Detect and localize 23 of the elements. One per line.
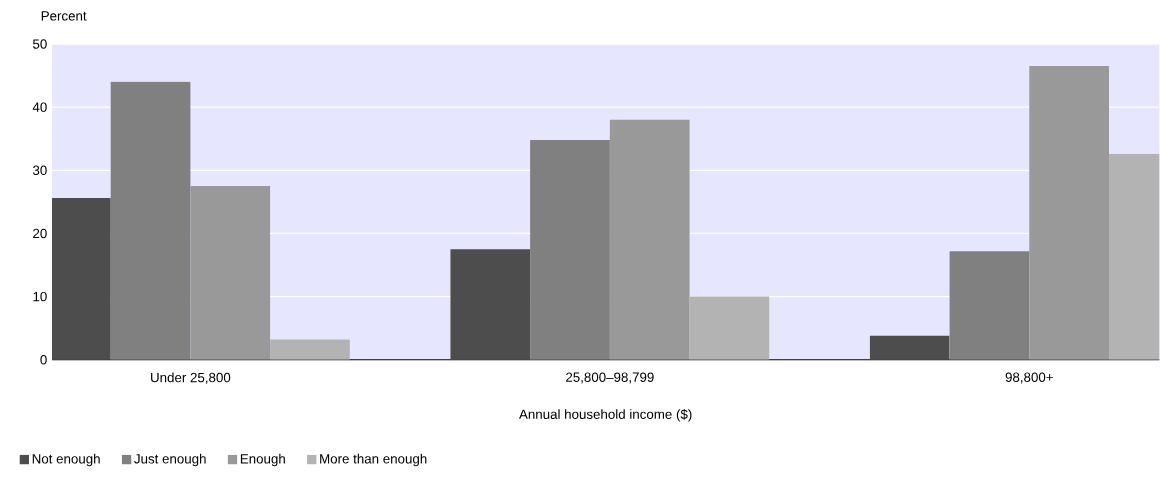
x-tick-label: Under 25,800 [151, 372, 231, 384]
y-tick-label: 30 [32, 165, 47, 176]
x-tick-label: 25,800–98,799 [566, 372, 654, 384]
bar [949, 251, 1030, 360]
x-axis-title: Annual household income ($) [519, 409, 692, 422]
y-tick-label: 10 [33, 292, 47, 302]
bar [190, 186, 271, 360]
bar [609, 119, 690, 360]
bar [530, 140, 610, 360]
y-tick-label: 20 [33, 228, 47, 239]
bar [689, 296, 770, 360]
bar [270, 339, 350, 360]
y-tick-label: 40 [32, 102, 47, 112]
y-tick-label: 0 [40, 355, 47, 365]
legend-label: Enough [240, 453, 285, 467]
x-tick-label: 98,800+ [1005, 372, 1053, 384]
y-axis-title: Percent [41, 11, 87, 21]
bar [869, 335, 950, 360]
bar [450, 249, 531, 360]
legend-label: More than enough [320, 453, 427, 467]
y-tick-label: 50 [32, 39, 47, 49]
legend-label: Just enough [134, 453, 206, 467]
legend-label: Not enough [32, 453, 100, 467]
